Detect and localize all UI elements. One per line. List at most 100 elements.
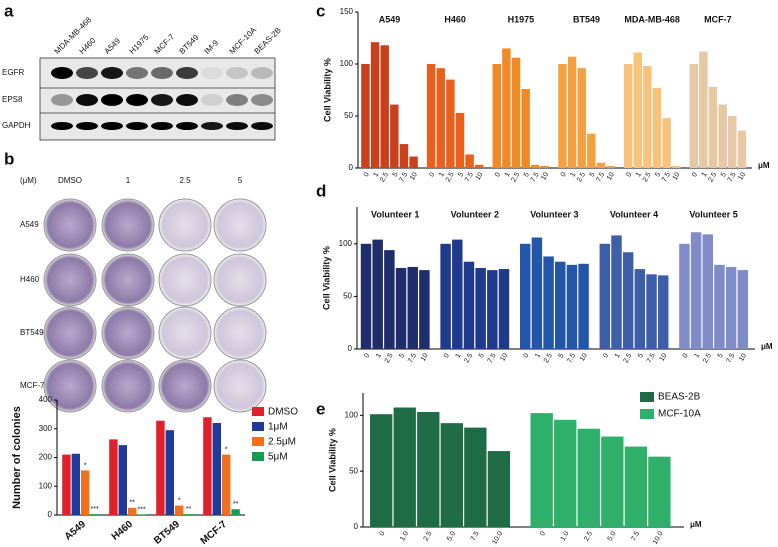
dose-label: DMSO [58, 176, 82, 185]
x-tick-label: 7.5 [566, 352, 577, 364]
colony-dish [43, 359, 97, 413]
legend-label: 1μM [268, 422, 288, 433]
bar [475, 268, 486, 349]
lane-label: H460 [78, 36, 98, 56]
significance: *** [138, 506, 146, 513]
bar [137, 514, 146, 515]
bar [452, 239, 463, 349]
bar [361, 64, 370, 168]
bar [652, 87, 662, 168]
bar [487, 451, 511, 527]
bar [475, 164, 484, 168]
bar [531, 164, 540, 168]
lane-label: A549 [103, 36, 123, 56]
panel-letter: b [4, 149, 14, 168]
bar [407, 266, 418, 349]
x-tick-label: 2.5 [510, 171, 521, 183]
significance: * [225, 446, 228, 453]
bar [426, 64, 436, 168]
bar [498, 269, 510, 349]
legend-swatch [252, 407, 264, 416]
bar [566, 264, 578, 349]
bar [487, 270, 498, 349]
x-tick-label: 5 [717, 352, 725, 359]
x-tick-label: 0 [625, 171, 633, 178]
y-tick-label: 0 [354, 522, 359, 531]
colony-dish [43, 306, 97, 360]
x-tick-label: 10 [606, 171, 616, 181]
x-tick-label: 7.5 [487, 352, 498, 364]
legend-swatch [640, 409, 654, 419]
x-tick-label: 10 [579, 352, 589, 362]
significance: ** [129, 500, 135, 507]
x-tick-label: 10 [659, 352, 669, 362]
bar [555, 261, 566, 349]
bar [463, 261, 475, 349]
dose-label: 2.5 [179, 176, 191, 185]
y-axis-label: Cell Viability % [321, 246, 331, 310]
bar [596, 162, 606, 168]
x-tick-label: 7.5 [661, 171, 672, 183]
group-label: A549 [379, 14, 401, 24]
blot-band [76, 94, 98, 106]
x-tick-label: 1 [438, 171, 446, 178]
panel-letter: e [316, 399, 325, 418]
blot-band [226, 122, 248, 130]
bar [455, 112, 465, 168]
x-tick-label: 10 [672, 171, 682, 181]
blot-band [226, 94, 248, 106]
colony-dish [158, 306, 212, 360]
legend-label: 5μM [268, 452, 288, 463]
colony-dish [213, 359, 267, 413]
x-tick-label: 2.5 [576, 171, 587, 183]
blot-band [51, 94, 73, 106]
band-label: EPS8 [2, 95, 23, 104]
y-tick-label: 50 [343, 292, 352, 301]
y-tick-label: 0 [348, 344, 353, 353]
blot-band [176, 122, 198, 130]
y-tick-label: 100 [345, 410, 359, 419]
x-tick-label: 1.0 [399, 530, 410, 542]
blot-band [101, 67, 123, 79]
bar [718, 104, 727, 168]
legend-swatch [252, 437, 264, 446]
x-tick-label: 0 [363, 352, 371, 359]
bar [662, 118, 671, 168]
dose-label: 5 [238, 176, 243, 185]
colony-dish [101, 306, 155, 360]
blot-band [251, 94, 273, 106]
panel-letter: c [316, 1, 325, 20]
blot-band [151, 122, 173, 130]
y-tick-label: 50 [344, 111, 353, 120]
x-tick-label: 0 [539, 530, 547, 537]
y-axis-label: Cell Viability % [322, 58, 332, 122]
x-tick-label: 1 [569, 171, 577, 178]
group-label: Volunteer 1 [371, 209, 419, 219]
colony-dish [158, 198, 212, 252]
colony-dish [43, 253, 97, 307]
bar [599, 243, 611, 349]
blot-band [226, 67, 248, 79]
bar [601, 436, 624, 527]
x-tick-label: 2.5 [423, 530, 434, 542]
x-tick-label: 7.5 [726, 352, 737, 364]
y-tick-label: 200 [39, 453, 53, 462]
significance: * [178, 497, 181, 504]
x-tick-label: 7.5 [595, 171, 606, 183]
bar [521, 88, 530, 168]
bar [728, 116, 737, 168]
x-tick-label: 10.0 [652, 530, 665, 545]
x-tick-label: 1 [635, 171, 643, 178]
x-tick-label: 5 [398, 352, 406, 359]
x-tick-label: 2.5 [707, 171, 718, 183]
legend-swatch [252, 452, 264, 461]
legend-label: DMSO [268, 407, 298, 418]
bar [511, 57, 521, 169]
x-tick-label: 0 [379, 530, 387, 537]
significance: *** [91, 506, 99, 513]
x-tick-label: 0 [428, 171, 436, 178]
bar [384, 250, 395, 349]
lane-label: BT549 [178, 32, 201, 55]
y-tick-label: 0 [48, 510, 53, 519]
x-tick-label: 7.5 [530, 171, 541, 183]
